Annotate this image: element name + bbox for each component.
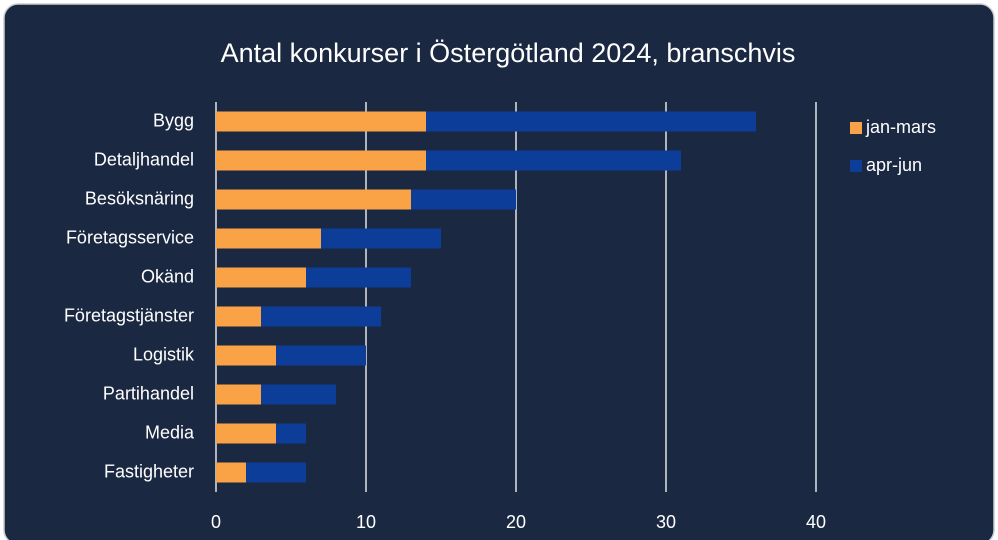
bar-segment <box>216 150 426 171</box>
bar-segment <box>426 111 756 132</box>
bar-segment <box>216 345 276 366</box>
bar-segment <box>261 384 336 405</box>
y-tick-label: Media <box>145 422 195 442</box>
x-tick-label: 20 <box>506 512 526 532</box>
legend-swatch <box>850 122 862 134</box>
bar-segment <box>276 345 366 366</box>
x-tick-label: 30 <box>656 512 676 532</box>
y-tick-label: Logistik <box>133 344 195 364</box>
bar-segment <box>216 462 246 483</box>
y-tick-label: Fastigheter <box>104 461 194 481</box>
bar-segment <box>246 462 306 483</box>
y-tick-label: Detaljhandel <box>94 149 194 169</box>
bar-segment <box>216 111 426 132</box>
bar-segment <box>276 423 306 444</box>
bar-segment <box>216 306 261 327</box>
x-tick-label: 0 <box>211 512 221 532</box>
y-tick-label: Företagsservice <box>66 227 194 247</box>
x-tick-label: 10 <box>356 512 376 532</box>
bar-segment <box>426 150 681 171</box>
bar-segment <box>216 423 276 444</box>
bar-segment <box>216 267 306 288</box>
chart-panel <box>3 3 995 540</box>
bar-segment <box>216 228 321 249</box>
bar-segment <box>216 189 411 210</box>
y-tick-label: Företagstjänster <box>64 305 194 325</box>
chart-title: Antal konkurser i Östergötland 2024, bra… <box>221 38 796 68</box>
bar-segment <box>306 267 411 288</box>
bar-segment <box>321 228 441 249</box>
y-tick-label: Bygg <box>153 110 194 130</box>
bar-segment <box>411 189 516 210</box>
x-tick-label: 40 <box>806 512 826 532</box>
y-tick-label: Partihandel <box>103 383 194 403</box>
y-tick-label: Okänd <box>141 266 194 286</box>
bar-segment <box>216 384 261 405</box>
legend-label: apr-jun <box>866 155 922 175</box>
y-tick-label: Besöksnäring <box>85 188 194 208</box>
legend-swatch <box>850 160 862 172</box>
bar-segment <box>261 306 381 327</box>
legend-label: jan-mars <box>865 117 936 137</box>
